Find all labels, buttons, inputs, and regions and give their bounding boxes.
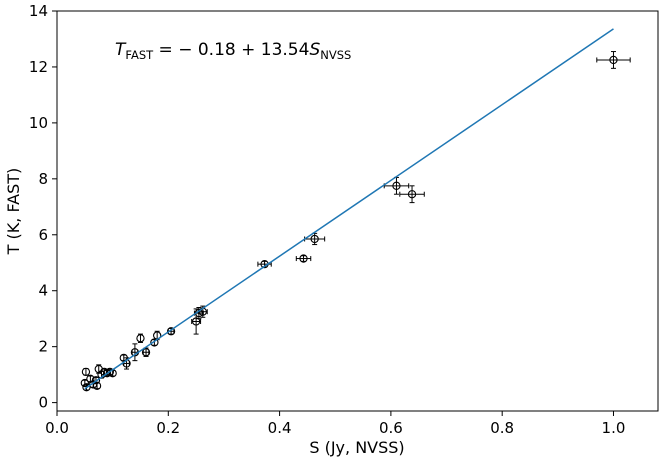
fit-equation: TFAST = − 0.18 + 13.54SNVSS xyxy=(115,40,351,62)
y-axis: 0 2 4 6 8 10 12 14 xyxy=(29,2,57,412)
point-marker xyxy=(82,383,91,392)
fit-equation-s: S xyxy=(309,40,320,60)
point-marker xyxy=(92,381,102,390)
fit-line xyxy=(84,28,614,390)
point-marker xyxy=(166,327,176,336)
plot-frame xyxy=(56,10,659,412)
y-tick-label: 2 xyxy=(38,338,48,356)
x-axis-label: S (Jy, NVSS) xyxy=(309,438,404,457)
y-tick-label: 8 xyxy=(38,170,48,188)
fit-equation-t: T xyxy=(115,40,127,60)
fit-equation-s-sub: NVSS xyxy=(320,48,351,62)
fit-equation-t-sub: FAST xyxy=(125,48,154,62)
data-point xyxy=(596,51,631,69)
y-tick-label: 4 xyxy=(38,282,48,300)
point-marker xyxy=(609,55,618,65)
data-point xyxy=(295,254,312,263)
point-marker xyxy=(80,378,89,388)
y-tick-label: 12 xyxy=(29,58,48,76)
x-tick-label: 0.2 xyxy=(156,419,180,437)
point-marker xyxy=(150,338,159,347)
point-marker xyxy=(141,348,151,357)
x-axis: 0.0 0.2 0.4 0.6 0.8 1.0 xyxy=(45,411,625,437)
y-tick-label: 10 xyxy=(29,114,48,132)
x-tick-label: 0.4 xyxy=(268,419,292,437)
point-marker xyxy=(81,367,91,376)
point-marker xyxy=(392,181,401,190)
y-tick-label: 0 xyxy=(38,394,48,412)
fit-equation-middle: = − 0.18 + 13.54 xyxy=(153,40,309,60)
y-axis-label: T (K, FAST) xyxy=(4,168,23,256)
point-marker xyxy=(299,254,308,263)
data-point xyxy=(399,185,425,204)
point-marker xyxy=(191,317,201,326)
data-point xyxy=(92,381,102,390)
x-tick-label: 0.8 xyxy=(490,419,514,437)
data-point xyxy=(81,367,91,376)
point-marker xyxy=(136,334,145,343)
y-tick-label: 6 xyxy=(38,226,48,244)
point-marker xyxy=(91,376,101,385)
point-marker xyxy=(310,234,319,244)
x-tick-label: 0.6 xyxy=(379,419,403,437)
point-marker xyxy=(407,190,417,199)
x-tick-label: 0.0 xyxy=(45,419,69,437)
data-point xyxy=(136,333,145,343)
y-tick-label: 14 xyxy=(29,2,48,20)
x-tick-label: 1.0 xyxy=(602,419,626,437)
